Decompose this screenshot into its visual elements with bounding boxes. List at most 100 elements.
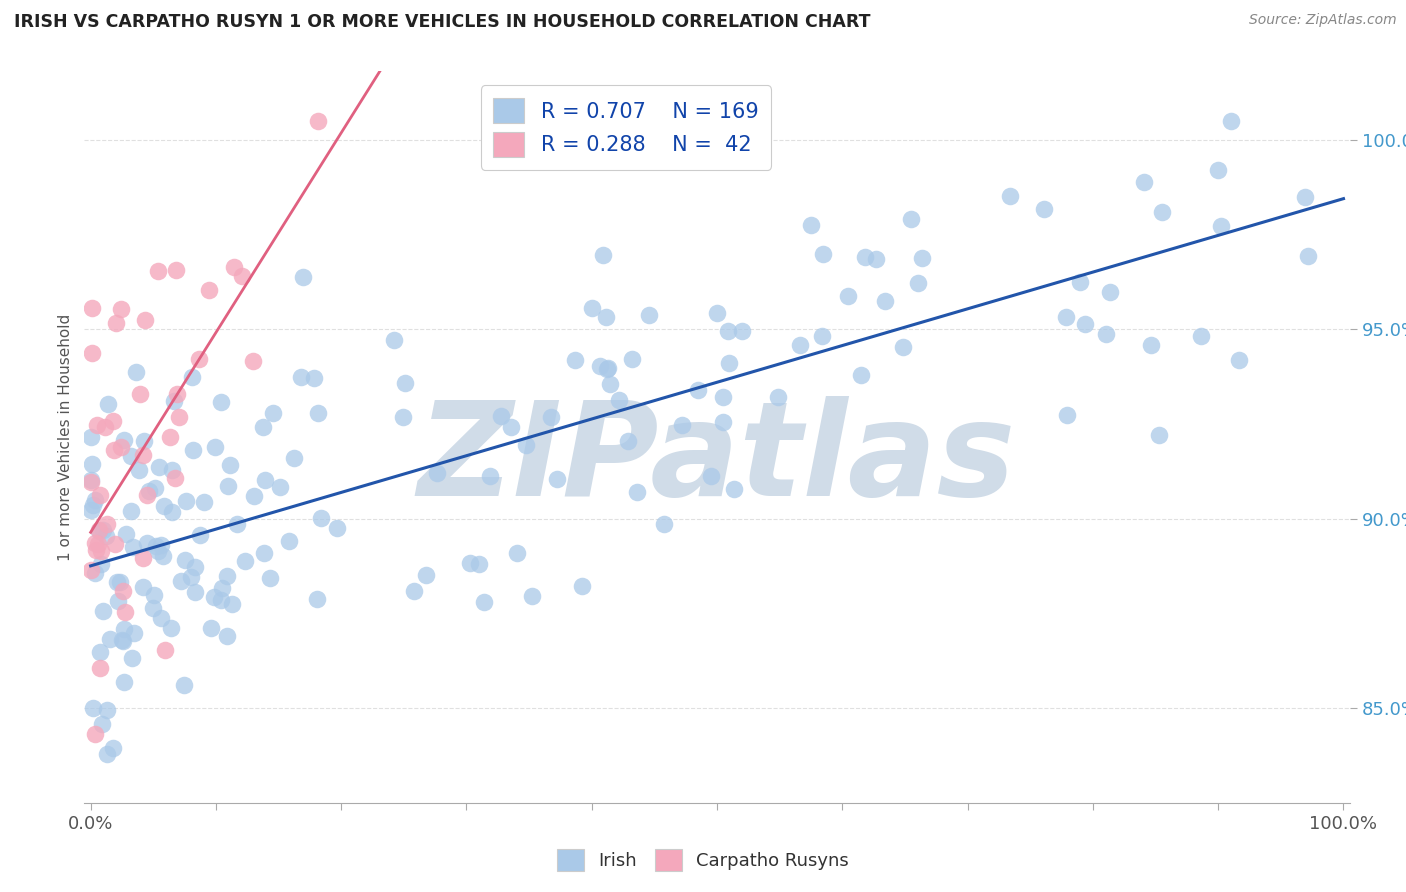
Point — [101, 740, 124, 755]
Point — [571, 579, 593, 593]
Point — [865, 252, 887, 267]
Point — [120, 449, 142, 463]
Point — [128, 387, 150, 401]
Point — [115, 527, 138, 541]
Point — [1296, 249, 1319, 263]
Point — [152, 549, 174, 563]
Point — [671, 417, 693, 432]
Point — [1140, 338, 1163, 352]
Point — [849, 368, 872, 382]
Point — [609, 393, 631, 408]
Point — [89, 645, 111, 659]
Point — [111, 633, 134, 648]
Point — [159, 621, 181, 635]
Point — [134, 312, 156, 326]
Point — [226, 517, 249, 532]
Point — [626, 485, 648, 500]
Point — [766, 390, 789, 404]
Point — [89, 544, 111, 558]
Point — [700, 469, 723, 483]
Point — [307, 405, 329, 419]
Point — [104, 537, 127, 551]
Point — [184, 585, 207, 599]
Point — [105, 316, 128, 330]
Point — [132, 550, 155, 565]
Point — [215, 629, 238, 643]
Point — [173, 553, 195, 567]
Point — [80, 475, 103, 489]
Point — [193, 495, 215, 509]
Point — [853, 250, 876, 264]
Point — [873, 294, 896, 309]
Point — [145, 539, 167, 553]
Point — [108, 575, 131, 590]
Point — [90, 717, 112, 731]
Point — [589, 359, 612, 373]
Point — [326, 521, 349, 535]
Point — [811, 329, 834, 343]
Point — [82, 701, 104, 715]
Point — [302, 371, 325, 385]
Point — [243, 489, 266, 503]
Y-axis label: 1 or more Vehicles in Household: 1 or more Vehicles in Household — [58, 313, 73, 561]
Point — [269, 480, 291, 494]
Point — [1095, 327, 1118, 342]
Point — [911, 251, 934, 265]
Point — [217, 479, 239, 493]
Point — [89, 661, 111, 675]
Point — [82, 498, 104, 512]
Point — [686, 384, 709, 398]
Point — [231, 269, 253, 284]
Point — [91, 524, 114, 538]
Point — [141, 601, 163, 615]
Point — [468, 558, 491, 572]
Point — [170, 574, 193, 589]
Point — [181, 443, 204, 458]
Point — [458, 556, 481, 570]
Point — [1294, 189, 1316, 203]
Point — [94, 420, 117, 434]
Text: Source: ZipAtlas.com: Source: ZipAtlas.com — [1249, 13, 1396, 28]
Point — [564, 353, 586, 368]
Point — [731, 324, 754, 338]
Point — [91, 604, 114, 618]
Point — [197, 283, 219, 297]
Point — [174, 493, 197, 508]
Point — [242, 353, 264, 368]
Point — [592, 248, 614, 262]
Point — [211, 581, 233, 595]
Point — [1033, 202, 1056, 216]
Point — [209, 592, 232, 607]
Point — [101, 414, 124, 428]
Point — [103, 442, 125, 457]
Point — [96, 747, 118, 761]
Point — [426, 466, 449, 480]
Point — [135, 488, 157, 502]
Point — [105, 575, 128, 590]
Point — [540, 410, 562, 425]
Point — [789, 337, 811, 351]
Point — [80, 563, 103, 577]
Point — [277, 534, 299, 549]
Point — [87, 537, 110, 551]
Point — [292, 270, 315, 285]
Point — [143, 588, 166, 602]
Point — [1206, 162, 1229, 177]
Point — [107, 594, 129, 608]
Point — [307, 113, 329, 128]
Point — [165, 263, 187, 277]
Point — [711, 390, 734, 404]
Point — [121, 504, 143, 518]
Point — [1098, 285, 1121, 299]
Point — [1209, 219, 1232, 234]
Point — [254, 473, 277, 487]
Point — [415, 568, 437, 582]
Point — [998, 188, 1021, 202]
Point — [652, 516, 675, 531]
Point — [110, 301, 132, 316]
Point — [891, 340, 914, 354]
Point — [262, 406, 284, 420]
Point — [80, 430, 103, 444]
Point — [112, 433, 135, 447]
Point — [811, 247, 834, 261]
